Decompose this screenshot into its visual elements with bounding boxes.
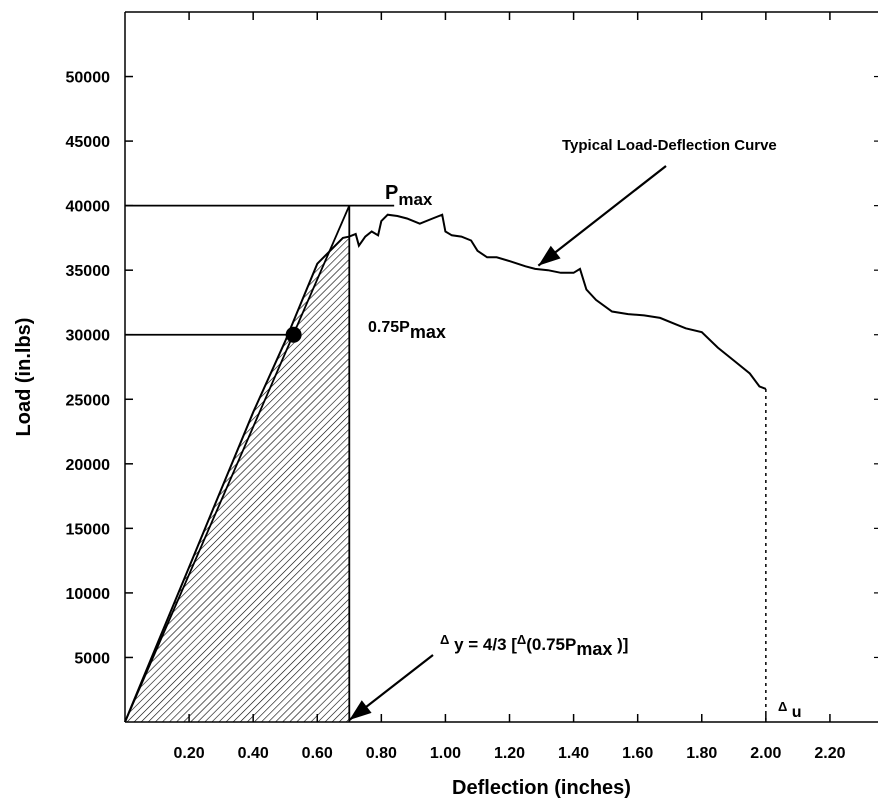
y-tick-label: 5000 xyxy=(74,650,110,667)
y-tick-label: 35000 xyxy=(66,263,111,280)
y-tick-label: 30000 xyxy=(66,328,111,345)
p075-label: 0.75Pmax xyxy=(368,319,446,342)
hatched-energy-area xyxy=(125,236,350,723)
curve-arrow-shaft xyxy=(537,165,667,267)
curve-label: Typical Load-Deflection Curve xyxy=(562,137,777,154)
yield-deflection-label: Δ y = 4/3 [Δ(0.75Pmax )] xyxy=(440,632,628,659)
x-tick-label: 1.00 xyxy=(430,745,461,762)
secant-line xyxy=(124,205,351,723)
x-tick-label: 0.40 xyxy=(238,745,269,762)
yield-deflection-arrow xyxy=(348,654,434,721)
curve-label-arrow xyxy=(537,165,667,267)
x-tick-label: 1.80 xyxy=(686,745,717,762)
pmax-label: Pmax xyxy=(385,182,433,209)
x-tick-label: 0.80 xyxy=(366,745,397,762)
y-axis-title: Load (in.lbs) xyxy=(13,318,35,437)
x-tick-label: 1.60 xyxy=(622,745,653,762)
x-axis-title: Deflection (inches) xyxy=(452,777,631,799)
y-tick-label: 45000 xyxy=(66,134,111,151)
x-tick-label: 2.20 xyxy=(814,745,845,762)
dy-arrow-head xyxy=(349,700,372,720)
x-ticks: 0.20 0.40 0.60 0.80 1.00 1.20 1.40 1.60 1.80 2.00… xyxy=(174,714,846,762)
y-tick-label: 20000 xyxy=(66,457,111,474)
y-tick-label: 40000 xyxy=(66,199,111,216)
y-tick-label: 50000 xyxy=(66,70,111,87)
load-deflection-curve xyxy=(124,213,767,723)
y-ticks: 5000 10000 15000 20000 25000 30000 35000 40000 4… xyxy=(66,70,133,667)
y-tick-label: 25000 xyxy=(66,392,111,409)
x-tick-label: 2.00 xyxy=(750,745,781,762)
y-tick-label: 10000 xyxy=(66,586,111,603)
ultimate-deflection-label: Δ u xyxy=(778,699,802,721)
x-tick-label: 1.40 xyxy=(558,745,589,762)
right-ticks xyxy=(874,75,878,659)
y-tick-label: 15000 xyxy=(66,521,111,538)
x-tick-label: 1.20 xyxy=(494,745,525,762)
x-tick-label: 0.20 xyxy=(174,745,205,762)
x-tick-label: 0.60 xyxy=(302,745,333,762)
p075-point-marker xyxy=(285,326,302,343)
top-ticks xyxy=(188,12,831,20)
curve-arrow-head xyxy=(538,245,561,266)
